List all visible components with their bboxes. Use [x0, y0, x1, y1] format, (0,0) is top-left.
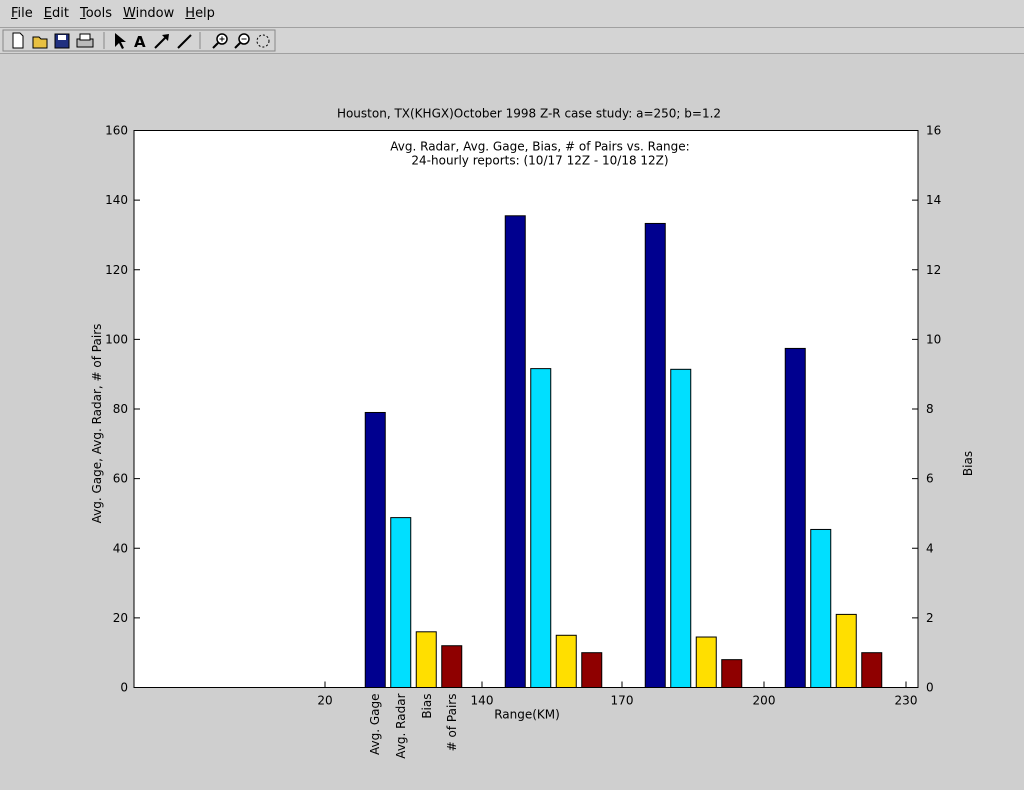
y-tick-label: 100 — [105, 332, 128, 346]
bar — [695, 636, 717, 688]
y2-tick-label: 16 — [926, 124, 941, 138]
figure: Houston, TX(KHGX)October 1998 Z-R case s… — [90, 107, 975, 759]
y2-tick-label: 4 — [926, 541, 934, 555]
toolbar-frame — [2, 29, 276, 52]
toolbar-icons: A — [2, 29, 276, 52]
y2-tick-label: 0 — [926, 681, 934, 695]
rotate-button[interactable] — [256, 34, 270, 48]
y-tick-label: 80 — [113, 402, 128, 416]
bar — [441, 645, 463, 688]
bar — [530, 368, 552, 688]
y2-tick-label: 8 — [926, 402, 934, 416]
bar — [555, 634, 577, 688]
zoom-in-button[interactable] — [212, 33, 228, 49]
menu-item[interactable]: Tools — [79, 6, 112, 21]
line-button[interactable] — [177, 34, 192, 49]
y-tick-label: 160 — [105, 124, 128, 138]
bar — [364, 411, 386, 688]
save-button[interactable] — [54, 33, 70, 49]
bar — [581, 652, 603, 688]
arrow-button[interactable] — [154, 34, 169, 49]
y-tick-label: 40 — [113, 541, 128, 555]
menu-item[interactable]: Edit — [43, 6, 69, 21]
annotation: Avg. Radar, Avg. Gage, Bias, # of Pairs … — [390, 140, 689, 154]
bar — [784, 347, 806, 688]
x-axis-label: Range(KM) — [494, 708, 560, 722]
y2-tick-label: 12 — [926, 263, 941, 277]
svg-text:A: A — [134, 33, 146, 51]
menu-bar: File Edit Tools Window Help — [0, 0, 1024, 28]
annotation: 24-hourly reports: (10/17 12Z - 10/18 12… — [411, 154, 668, 168]
x-tick-label: 140 — [471, 694, 494, 708]
y-tick-label: 140 — [105, 193, 128, 207]
zoom-out-button[interactable] — [234, 33, 250, 49]
text-button[interactable]: A — [134, 33, 146, 51]
y-tick-label: 20 — [113, 611, 128, 625]
menu-item[interactable]: File — [11, 6, 33, 21]
bar — [670, 368, 692, 688]
new-button[interactable] — [12, 32, 24, 49]
y2-tick-label: 10 — [926, 332, 941, 346]
y-tick-label: 0 — [120, 681, 128, 695]
y2-tick-label: 14 — [926, 193, 941, 207]
select-button[interactable] — [115, 33, 126, 49]
y-tick-label: 120 — [105, 263, 128, 277]
print-button[interactable] — [76, 33, 94, 48]
bar — [721, 659, 743, 689]
window: File Edit Tools Window Help A Houston, TX(KH… — [0, 0, 1024, 759]
x-tick-label: 200 — [753, 694, 776, 708]
x-tick-label: 230 — [895, 694, 918, 708]
toolbar: A — [0, 28, 1024, 54]
menu-item[interactable]: Help — [185, 6, 215, 21]
bar — [810, 528, 832, 689]
x-tick-label: Avg. Radar — [394, 693, 408, 758]
bar — [415, 631, 437, 688]
chart-title: Houston, TX(KHGX)October 1998 Z-R case s… — [337, 107, 721, 121]
menu-item[interactable]: Window — [123, 6, 175, 21]
open-button[interactable] — [32, 36, 48, 49]
y2-axis-label: Bias — [961, 451, 975, 476]
x-tick-label: 170 — [611, 694, 634, 708]
bar — [644, 222, 666, 688]
x-tick-label: 20 — [317, 694, 332, 708]
bar — [390, 517, 412, 688]
bar — [835, 613, 857, 688]
bar — [861, 652, 883, 688]
y2-tick-label: 2 — [926, 611, 934, 625]
bar — [504, 215, 526, 688]
y-axis-label: Avg. Gage, Avg. Radar, # of Pairs — [90, 324, 104, 524]
y2-tick-label: 6 — [926, 472, 934, 486]
y-tick-label: 60 — [113, 472, 128, 486]
x-tick-label: Avg. Gage — [368, 694, 382, 756]
x-tick-label: # of Pairs — [445, 694, 459, 752]
x-tick-label: Bias — [420, 694, 434, 719]
